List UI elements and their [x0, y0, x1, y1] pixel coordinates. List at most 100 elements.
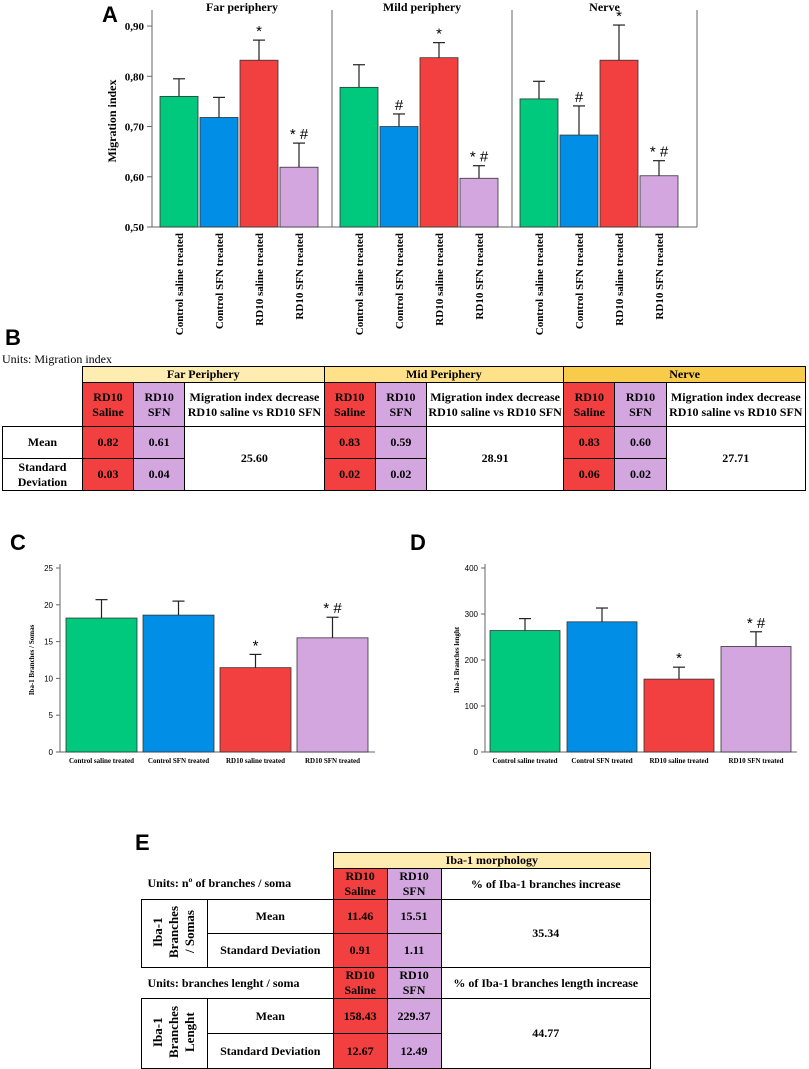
- col-header-pct-1: % of Iba-1 branches increase: [440, 868, 652, 900]
- significance-mark: * #: [290, 126, 309, 143]
- col-header-rd10-saline: RD10 Saline: [323, 382, 376, 427]
- x-tick-label: Control saline treated: [492, 757, 557, 765]
- row-label-sd: Standard Deviation: [206, 1033, 334, 1069]
- col-header-decrease: Migration index decrease RD10 saline vs …: [425, 382, 565, 427]
- col-header-rd10-saline: RD10 Saline: [332, 868, 388, 900]
- panel-label-c: C: [10, 530, 26, 555]
- significance-mark: *: [253, 637, 259, 654]
- bar: [339, 86, 379, 228]
- significance-mark: *: [616, 8, 622, 25]
- col-header-rd10-saline: RD10 Saline: [81, 382, 135, 427]
- y-axis-label: Iba-1 Branches / Somas: [28, 624, 36, 695]
- y-axis-label: Iba-1 Branches lenght: [453, 626, 461, 693]
- row-label-sd: Standard Deviation: [206, 933, 334, 968]
- table-cell: 12.49: [386, 1033, 442, 1069]
- significance-mark: * #: [650, 144, 669, 161]
- x-tick-label: Control saline treated: [69, 757, 134, 765]
- y-tick-label: 5: [49, 711, 54, 720]
- table-cell: 0.83: [323, 426, 376, 459]
- col-header-decrease: Migration index decrease RD10 saline vs …: [665, 382, 807, 427]
- group-title: Mild periphery: [383, 0, 461, 14]
- bar: [599, 59, 639, 228]
- col-header-rd10-sfn: RD10 SFN: [374, 382, 427, 427]
- table-cell: 0.83: [563, 426, 616, 459]
- table-b-group-title: Far Periphery: [81, 366, 325, 383]
- y-tick-label: 0,50: [125, 222, 145, 234]
- bar: [566, 621, 638, 753]
- y-tick-label: 0,90: [125, 21, 145, 33]
- x-tick-label: Control saline treated: [534, 233, 546, 335]
- table-cell: 229.37: [386, 998, 442, 1034]
- col-header-rd10-sfn: RD10 SFN: [614, 382, 667, 427]
- row-group-branches-somas: Iba-1 Branches / Somas: [141, 899, 208, 968]
- bar: [459, 177, 499, 228]
- x-tick-label: RD10 SFN treated: [294, 233, 306, 320]
- y-tick-label: 0,60: [125, 172, 145, 184]
- bar: [720, 646, 792, 753]
- row-label-mean: Mean: [2, 426, 83, 459]
- table-cell-pct-2: 44.77: [440, 998, 652, 1069]
- table-cell: 0.02: [374, 458, 427, 491]
- bar: [279, 166, 319, 228]
- table-cell: 0.04: [133, 458, 186, 491]
- x-tick-label: RD10 saline treated: [650, 757, 709, 765]
- x-tick-label: RD10 SFN treated: [474, 233, 486, 320]
- table-b-units: Units: Migration index: [2, 352, 112, 366]
- bar: [142, 614, 215, 753]
- table-cell: 15.51: [386, 899, 442, 934]
- table-cell: 0.82: [81, 426, 135, 459]
- y-tick-label: 0: [474, 748, 479, 757]
- table-cell: 11.46: [332, 899, 388, 934]
- group-title: Far periphery: [206, 0, 278, 14]
- y-tick-label: 0,80: [125, 71, 145, 83]
- bar: [643, 678, 715, 753]
- x-tick-label: RD10 saline treated: [226, 757, 285, 765]
- table-e-units-1: Units: nº of branches / soma: [141, 868, 334, 900]
- table-cell: 12.67: [332, 1033, 388, 1069]
- x-tick-label: RD10 SFN treated: [305, 757, 360, 765]
- x-tick-label: RD10 saline treated: [614, 233, 626, 326]
- y-tick-label: 0: [49, 748, 54, 757]
- x-tick-label: RD10 SFN treated: [654, 233, 666, 320]
- significance-mark: * #: [470, 149, 489, 166]
- y-tick-label: 100: [465, 702, 479, 711]
- significance-mark: #: [575, 89, 584, 106]
- y-tick-label: 10: [44, 674, 53, 683]
- col-header-rd10-saline: RD10 Saline: [332, 967, 388, 999]
- group-title: Nerve: [589, 0, 620, 14]
- table-cell: 0.91: [332, 933, 388, 968]
- y-tick-label: 25: [44, 564, 53, 573]
- bar: [379, 126, 419, 228]
- x-tick-label: RD10 saline treated: [254, 233, 266, 326]
- significance-mark: * #: [747, 615, 766, 632]
- bar: [219, 667, 292, 753]
- bar: [639, 175, 679, 228]
- col-header-rd10-sfn: RD10 SFN: [386, 967, 442, 999]
- table-cell: 0.02: [323, 458, 376, 491]
- col-header-rd10-saline: RD10 Saline: [563, 382, 616, 427]
- significance-mark: *: [256, 23, 262, 40]
- table-e-title: Iba-1 morphology: [332, 852, 652, 869]
- bar: [65, 617, 138, 753]
- x-tick-label: RD10 SFN treated: [728, 757, 783, 765]
- x-tick-label: Control SFN treated: [214, 233, 226, 329]
- significance-mark: #: [395, 97, 404, 114]
- y-axis-label: Migration index: [105, 80, 119, 163]
- table-cell: 0.06: [563, 458, 616, 491]
- row-label-mean: Mean: [206, 998, 334, 1034]
- row-group-branches-length: Iba-1 Branches Lenght: [141, 998, 208, 1069]
- table-cell: 0.61: [133, 426, 186, 459]
- table-cell: 0.02: [614, 458, 667, 491]
- table-cell: 158.43: [332, 998, 388, 1034]
- bar: [199, 117, 239, 228]
- panel-label-d: D: [410, 530, 426, 555]
- col-header-rd10-sfn: RD10 SFN: [386, 868, 442, 900]
- row-label-sd: Standard Deviation: [2, 458, 83, 491]
- significance-mark: *: [436, 26, 442, 43]
- table-b-group-title: Nerve: [563, 366, 806, 383]
- bar: [296, 637, 369, 753]
- y-tick-label: 300: [465, 610, 479, 619]
- table-cell: 1.11: [386, 933, 442, 968]
- col-header-decrease: Migration index decrease RD10 saline vs …: [184, 382, 325, 427]
- bar: [159, 95, 199, 228]
